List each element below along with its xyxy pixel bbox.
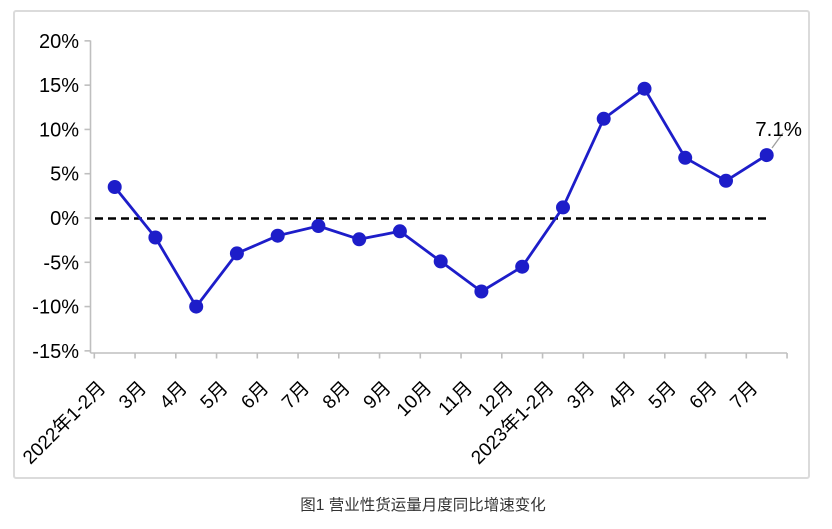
last-point-value-label: 7.1% xyxy=(755,118,802,141)
y-axis-tick-label: 10% xyxy=(39,119,79,141)
chart-border xyxy=(13,10,810,479)
figure-caption: 图1 营业性货运量月度同比增速变化 xyxy=(300,496,545,514)
y-axis-tick-label: 0% xyxy=(50,208,79,230)
data-point-marker xyxy=(556,200,570,215)
data-point-marker xyxy=(637,81,652,96)
y-axis-tick-label: 5% xyxy=(50,164,79,186)
chart-border-group xyxy=(13,10,810,479)
annotation-leader-line xyxy=(771,132,784,149)
y-axis-tick-label: -5% xyxy=(43,252,79,274)
y-axis-tick-label: -10% xyxy=(32,297,79,319)
data-point-marker xyxy=(107,180,122,194)
data-point-marker xyxy=(433,254,448,269)
data-point-marker xyxy=(311,219,326,233)
data-point-marker xyxy=(148,230,163,245)
data-point-marker xyxy=(474,284,489,299)
data-point-marker xyxy=(270,228,285,243)
y-axis-tick-label: 20% xyxy=(39,31,79,53)
line-series-group xyxy=(107,81,774,314)
data-point-marker xyxy=(189,299,204,314)
annotation-group: 7.1% xyxy=(755,118,802,149)
axes-group xyxy=(84,40,788,359)
data-point-marker xyxy=(229,246,244,261)
y-axis-tick-label: -15% xyxy=(32,341,79,363)
data-point-marker xyxy=(678,150,693,165)
y-axis-labels-group: 20% 15% 10% 5% 0% -5% -10% -15% xyxy=(32,31,79,363)
data-point-marker xyxy=(596,111,611,126)
data-point-marker xyxy=(392,224,407,239)
data-point-marker xyxy=(352,232,367,247)
data-point-marker xyxy=(719,173,733,188)
data-point-marker xyxy=(759,148,774,163)
data-point-marker xyxy=(515,259,530,274)
y-axis-tick-label: 15% xyxy=(39,75,79,97)
